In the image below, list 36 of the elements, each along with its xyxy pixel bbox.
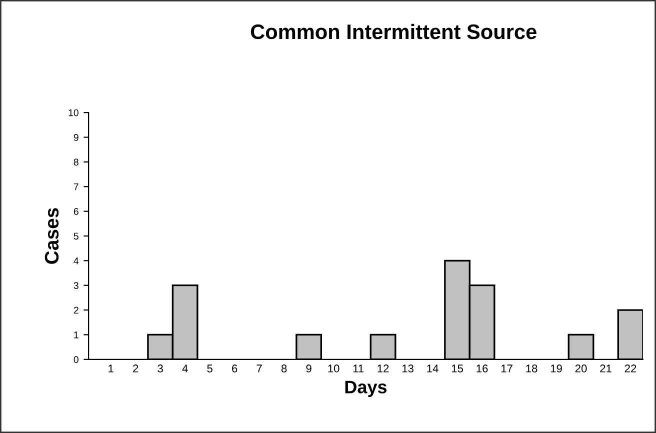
- x-tick-label: 13: [402, 364, 414, 372]
- x-tick-label: 14: [427, 364, 438, 372]
- x-tick-label: 18: [526, 364, 538, 372]
- x-tick-label: 11: [353, 364, 364, 372]
- x-tick-label: 8: [281, 364, 287, 372]
- x-tick-label: 16: [476, 364, 488, 372]
- x-tick-label: 17: [501, 364, 512, 372]
- x-tick-label: 1: [108, 364, 114, 372]
- x-axis-title: Days: [345, 380, 387, 397]
- y-tick-label: 4: [74, 258, 79, 264]
- y-tick-label: 0: [74, 356, 78, 364]
- x-tick-label: 3: [158, 364, 163, 372]
- y-tick-label: 1: [74, 332, 78, 338]
- y-axis-title: Cases: [44, 208, 59, 264]
- x-tick-label: 12: [378, 364, 389, 372]
- y-tick-label: 7: [74, 183, 78, 190]
- x-tick-label: 5: [207, 364, 212, 372]
- x-tick-label: 19: [550, 364, 562, 372]
- x-tick-label: 22: [624, 364, 636, 372]
- x-tick-label: 21: [600, 364, 612, 372]
- y-tick-label: 10: [68, 109, 78, 116]
- x-tick-label: 15: [452, 364, 463, 372]
- y-tick-label: 5: [74, 232, 78, 240]
- y-tick-label: 9: [74, 134, 78, 141]
- x-tick-label: 20: [575, 364, 587, 372]
- x-tick-label: 2: [133, 364, 138, 372]
- x-tick-label: 4: [182, 364, 188, 372]
- y-tick-label: 6: [74, 208, 78, 215]
- x-tick-label: 7: [256, 364, 262, 372]
- y-tick-label: 8: [74, 158, 78, 166]
- y-tick-label: 2: [74, 306, 78, 314]
- chart-title: Common Intermittent Source: [250, 24, 536, 40]
- x-tick-label: 6: [232, 364, 238, 372]
- x-tick-label: 10: [328, 364, 340, 372]
- x-tick-label: 9: [306, 364, 312, 372]
- y-tick-label: 3: [74, 282, 78, 289]
